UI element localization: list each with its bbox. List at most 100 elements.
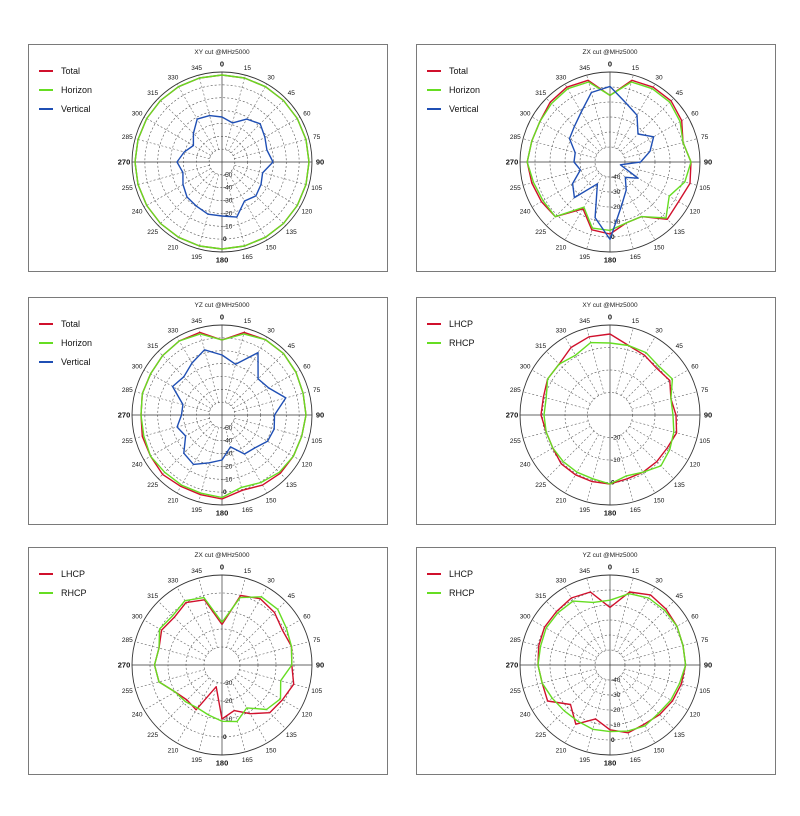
angle-tick-label: 0 — [608, 60, 612, 69]
angle-tick-label: 15 — [244, 568, 252, 575]
grid-spoke — [176, 425, 216, 494]
legend-item: Horizon — [427, 84, 517, 96]
angle-tick-label: 120 — [301, 712, 312, 719]
angle-tick-label: 75 — [701, 387, 709, 394]
chart-title: ZX cut @MHz5000 — [582, 49, 637, 56]
grid-spoke — [143, 369, 212, 409]
legend-item: RHCP — [427, 587, 517, 599]
grid-spoke — [531, 425, 591, 461]
angle-tick-label: 300 — [132, 364, 143, 371]
grid-spoke — [624, 138, 698, 159]
angle-tick-label: 120 — [689, 462, 700, 469]
angle-tick-label: 15 — [632, 65, 640, 72]
chart-title: ZX cut @MHz5000 — [194, 552, 249, 559]
grid-spoke — [228, 425, 268, 494]
angle-tick-label: 180 — [604, 759, 617, 768]
grid-spoke — [176, 336, 216, 405]
grid-spoke — [531, 169, 598, 208]
angle-tick-label: 30 — [655, 578, 663, 585]
polar-chart-panel: ZX cut @MHz5000 0 15 30 45 60 75 90 105 120 135 150… — [416, 44, 776, 272]
angle-tick-label: 75 — [313, 134, 321, 141]
radial-tick-label: -20 — [223, 698, 233, 705]
grid-spoke — [586, 74, 607, 148]
angle-tick-label: 150 — [266, 244, 277, 251]
angle-tick-label: 225 — [147, 482, 158, 489]
legend-item: Total — [39, 65, 129, 77]
angle-tick-label: 255 — [122, 438, 133, 445]
angle-tick-label: 180 — [216, 256, 229, 265]
radial-tick-label: -10 — [611, 457, 621, 464]
grid-spoke — [228, 172, 268, 241]
polar-chart-svg: XY cut @MHz5000 0 15 30 45 60 75 90 105 120 135 150… — [506, 302, 712, 518]
angle-tick-label: 225 — [535, 482, 546, 489]
grid-spoke — [629, 369, 689, 405]
chart-title: XY cut @MHz5000 — [194, 49, 250, 56]
grid-spoke — [613, 74, 634, 148]
legend-label: Vertical — [449, 104, 479, 114]
legend-swatch — [39, 70, 53, 72]
legend-item: Vertical — [39, 356, 129, 368]
angle-tick-label: 30 — [267, 75, 275, 82]
legend-swatch — [39, 592, 53, 594]
angle-tick-label: 300 — [520, 111, 531, 118]
angle-tick-label: 135 — [674, 732, 685, 739]
angle-tick-label: 90 — [704, 661, 712, 670]
legend-label: RHCP — [449, 588, 475, 598]
legend-label: LHCP — [61, 569, 86, 579]
grid-spoke — [522, 165, 596, 186]
angle-tick-label: 300 — [520, 614, 531, 621]
grid-spoke — [586, 436, 605, 503]
angle-tick-label: 270 — [118, 411, 131, 420]
legend-item: Vertical — [427, 103, 517, 115]
angle-tick-label: 300 — [520, 364, 531, 371]
grid-spoke — [586, 327, 605, 394]
angle-tick-label: 270 — [118, 661, 131, 670]
polar-chart-svg: YZ cut @MHz5000 0 15 30 45 60 75 90 105 120 135 150… — [118, 302, 324, 518]
angle-tick-label: 285 — [122, 134, 133, 141]
legend-item: Total — [39, 318, 129, 330]
angle-tick-label: 15 — [244, 65, 252, 72]
grid-spoke — [158, 601, 210, 653]
grid-spoke — [586, 679, 607, 753]
angle-tick-label: 195 — [191, 507, 202, 514]
angle-tick-label: 180 — [216, 759, 229, 768]
grid-spoke — [143, 116, 212, 156]
grid-spoke — [176, 586, 214, 650]
grid-spoke — [239, 669, 310, 689]
grid-spoke — [522, 668, 596, 689]
series-line-rhcp — [537, 593, 687, 733]
legend-swatch — [427, 592, 441, 594]
angle-tick-label: 315 — [147, 593, 158, 600]
radial-tick-label: -30 — [611, 189, 621, 196]
legend-item: Horizon — [39, 84, 129, 96]
legend-swatch — [427, 108, 441, 110]
series-line-horizon — [140, 333, 307, 499]
angle-tick-label: 195 — [191, 757, 202, 764]
angle-tick-label: 285 — [510, 134, 521, 141]
angle-tick-label: 285 — [510, 637, 521, 644]
legend-label: RHCP — [61, 588, 87, 598]
angle-tick-label: 150 — [266, 747, 277, 754]
grid-spoke — [234, 677, 286, 729]
legend-label: Vertical — [61, 104, 91, 114]
angle-tick-label: 240 — [132, 209, 143, 216]
angle-tick-label: 330 — [168, 578, 179, 585]
grid-spoke — [617, 586, 656, 653]
radial-tick-label: -40 — [223, 185, 233, 192]
grid-spoke — [613, 176, 634, 250]
legend-item: LHCP — [39, 568, 129, 580]
angle-tick-label: 120 — [301, 462, 312, 469]
angle-tick-label: 75 — [701, 134, 709, 141]
grid-spoke — [225, 74, 246, 150]
legend-swatch — [39, 361, 53, 363]
angle-tick-label: 135 — [674, 229, 685, 236]
grid-spoke — [531, 369, 591, 405]
grid-spoke — [615, 436, 634, 503]
radial-tick-label: -20 — [611, 707, 621, 714]
angle-tick-label: 105 — [311, 438, 322, 445]
legend-item: Vertical — [39, 103, 129, 115]
legend-swatch — [39, 89, 53, 91]
legend-label: LHCP — [449, 569, 474, 579]
radial-tick-label: -40 — [611, 174, 621, 181]
angle-tick-label: 315 — [535, 343, 546, 350]
